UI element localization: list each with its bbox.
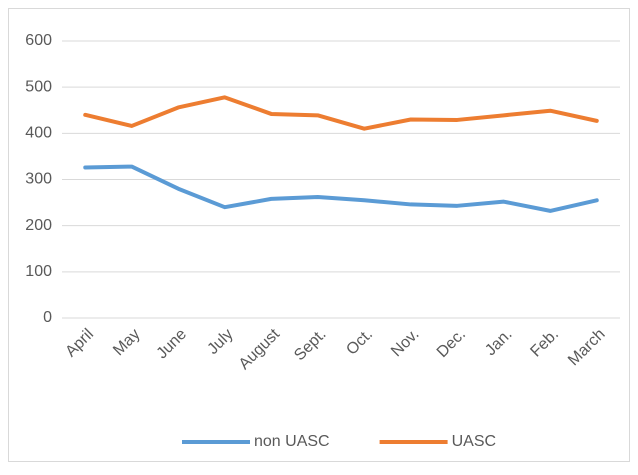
y-tick-label: 400 — [25, 125, 52, 142]
series-line — [83, 164, 599, 213]
y-tick-label: 0 — [43, 309, 52, 326]
y-tick-label: 300 — [25, 171, 52, 188]
y-tick-label: 600 — [25, 32, 52, 49]
chart-frame — [8, 8, 630, 462]
y-tick-label: 100 — [25, 263, 52, 280]
y-tick-label: 500 — [25, 78, 52, 95]
legend-label: UASC — [452, 433, 496, 450]
y-tick-label: 200 — [25, 217, 52, 234]
series-line — [83, 95, 599, 131]
legend-label: non UASC — [254, 433, 330, 450]
